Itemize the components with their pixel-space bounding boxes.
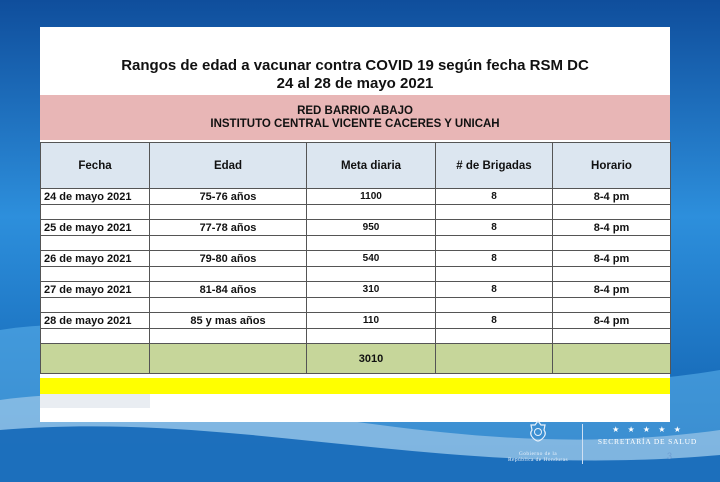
table-spacer-row [40,328,671,344]
yellow-band [40,378,670,394]
header-brigadas: # de Brigadas [435,142,553,189]
secretaria-label: SECRETARÍA DE SALUD [597,437,698,446]
table-header-row: Fecha Edad Meta diaria # de Brigadas Hor… [40,142,671,189]
table-total-row: 3010 [40,343,671,374]
title-line-1: Rangos de edad a vacunar contra COVID 19… [121,57,589,74]
cell-fecha: 27 de mayo 2021 [40,281,150,298]
cell-horario: 8-4 pm [552,188,671,205]
title-line-2: 24 al 28 de mayo 2021 [276,75,434,92]
cell-horario: 8-4 pm [552,250,671,267]
cell-fecha: 25 de mayo 2021 [40,219,150,236]
table-row: 24 de mayo 2021 75-76 años 1100 8 8-4 pm [40,188,671,205]
vaccination-schedule-table: Fecha Edad Meta diaria # de Brigadas Hor… [40,142,671,374]
cell-edad: 75-76 años [149,188,307,205]
page-number: 3 [667,451,673,461]
total-meta: 3010 [306,343,436,374]
cell-brigadas: 8 [435,188,553,205]
table-spacer-row [40,204,671,220]
cell-brigadas: 8 [435,312,553,329]
network-name: RED BARRIO ABAJO [297,104,413,117]
table-row: 25 de mayo 2021 77-78 años 950 8 8-4 pm [40,219,671,236]
slide-content: Rangos de edad a vacunar contra COVID 19… [40,27,671,422]
cell-brigadas: 8 [435,281,553,298]
footer-divider [582,424,583,464]
gobierno-line-2: República de Honduras [507,457,569,463]
cell-edad: 85 y mas años [149,312,307,329]
cell-fecha: 26 de mayo 2021 [40,250,150,267]
government-logo: Gobierno de la República de Honduras [497,420,579,464]
table-row: 27 de mayo 2021 81-84 años 310 8 8-4 pm [40,281,671,298]
table-spacer-row [40,266,671,282]
cell-edad: 79-80 años [149,250,307,267]
table-spacer-row [40,297,671,313]
cell-fecha: 28 de mayo 2021 [40,312,150,329]
header-fecha: Fecha [40,142,150,189]
cell-edad: 81-84 años [149,281,307,298]
header-edad: Edad [149,142,307,189]
cell-edad: 77-78 años [149,219,307,236]
institution-name: INSTITUTO CENTRAL VICENTE CACERES Y UNIC… [210,117,500,130]
network-banner: RED BARRIO ABAJO INSTITUTO CENTRAL VICEN… [40,95,670,140]
table-row: 26 de mayo 2021 79-80 años 540 8 8-4 pm [40,250,671,267]
cell-horario: 8-4 pm [552,312,671,329]
table-row: 28 de mayo 2021 85 y mas años 110 8 8-4 … [40,312,671,329]
stars-icon: ★ ★ ★ ★ ★ [612,425,684,434]
header-meta-diaria: Meta diaria [306,142,436,189]
cell-brigadas: 8 [435,219,553,236]
cell-fecha: 24 de mayo 2021 [40,188,150,205]
cell-horario: 8-4 pm [552,219,671,236]
gobierno-line-1: Gobierno de la [518,450,558,457]
cell-meta: 1100 [306,188,436,205]
cell-meta: 950 [306,219,436,236]
cell-horario: 8-4 pm [552,281,671,298]
table-spacer-row [40,235,671,251]
honduras-coat-of-arms-icon [530,420,546,442]
cell-meta: 110 [306,312,436,329]
page-title: Rangos de edad a vacunar contra COVID 19… [40,57,670,93]
cell-brigadas: 8 [435,250,553,267]
header-horario: Horario [552,142,671,189]
cell-meta: 540 [306,250,436,267]
gray-block [40,394,150,408]
cell-meta: 310 [306,281,436,298]
